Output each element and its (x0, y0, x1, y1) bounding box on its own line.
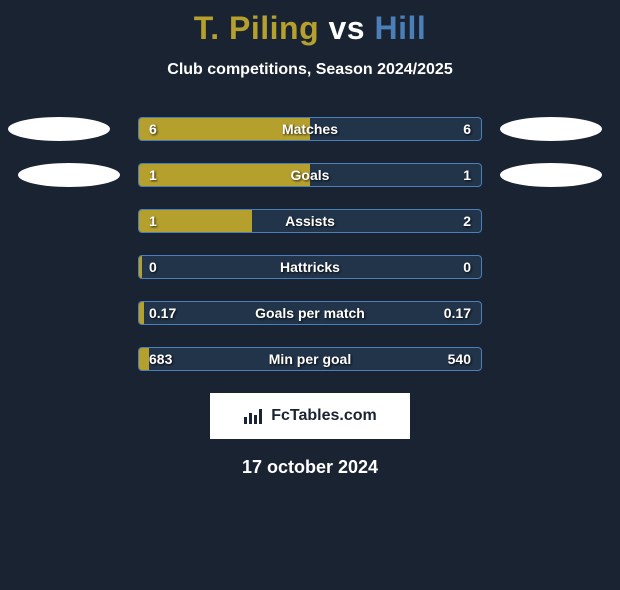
stat-label: Min per goal (269, 351, 351, 367)
stat-value-left: 683 (149, 351, 172, 367)
stat-bar-fill (139, 164, 310, 186)
stat-label: Matches (282, 121, 338, 137)
stat-bar: 1 1 Goals (138, 163, 482, 187)
chart-icon (243, 407, 265, 425)
stat-bar: 0.17 0.17 Goals per match (138, 301, 482, 325)
comparison-title: T. Piling vs Hill (0, 10, 620, 47)
stats-area: 6 6 Matches 1 1 Goals 1 2 Assists 0 0 Hattricks 0.17… (0, 117, 620, 371)
player1-badge-1 (8, 117, 110, 141)
player2-name: Hill (374, 10, 426, 46)
stat-bar: 0 0 Hattricks (138, 255, 482, 279)
vs-text: vs (329, 10, 366, 46)
stat-value-right: 1 (463, 167, 471, 183)
player1-badge-2 (18, 163, 120, 187)
player2-badge-2 (500, 163, 602, 187)
stat-value-left: 0 (149, 259, 157, 275)
stat-value-left: 6 (149, 121, 157, 137)
snapshot-date: 17 october 2024 (0, 457, 620, 478)
stat-bar: 683 540 Min per goal (138, 347, 482, 371)
stat-value-left: 1 (149, 167, 157, 183)
stat-bar: 1 2 Assists (138, 209, 482, 233)
stat-label: Hattricks (280, 259, 340, 275)
stat-bar-fill (139, 256, 142, 278)
stat-bar-fill (139, 302, 144, 324)
stat-label: Assists (285, 213, 335, 229)
stat-label: Goals per match (255, 305, 365, 321)
stat-value-right: 6 (463, 121, 471, 137)
stat-value-left: 0.17 (149, 305, 176, 321)
stat-bar: 6 6 Matches (138, 117, 482, 141)
subtitle: Club competitions, Season 2024/2025 (0, 61, 620, 79)
stat-bar-fill (139, 348, 149, 370)
player2-badge-1 (500, 117, 602, 141)
stat-value-right: 540 (448, 351, 471, 367)
stat-value-right: 0.17 (444, 305, 471, 321)
stat-bars: 6 6 Matches 1 1 Goals 1 2 Assists 0 0 Hattricks 0.17… (138, 117, 482, 371)
source-text: FcTables.com (271, 407, 377, 425)
stat-label: Goals (291, 167, 330, 183)
player1-name: T. Piling (194, 10, 319, 46)
source-badge: FcTables.com (210, 393, 410, 439)
stat-value-right: 0 (463, 259, 471, 275)
stat-value-left: 1 (149, 213, 157, 229)
stat-value-right: 2 (463, 213, 471, 229)
